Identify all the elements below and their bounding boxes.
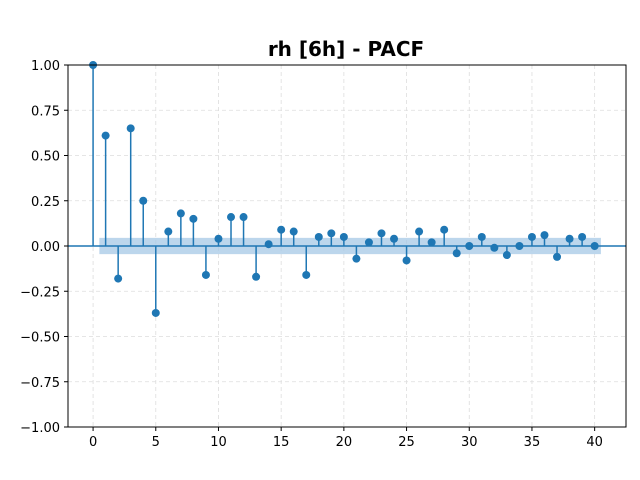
stem-marker: [515, 242, 524, 250]
stem-marker: [452, 249, 461, 258]
stem-marker: [415, 227, 424, 236]
x-tick-label: 20: [336, 435, 353, 450]
x-tick-label: 10: [210, 435, 227, 450]
stem-marker: [352, 254, 361, 263]
stem-marker: [151, 308, 160, 317]
stem-marker: [239, 213, 248, 222]
y-tick-label: −0.75: [20, 376, 60, 391]
y-tick-label: 0.00: [31, 240, 60, 255]
y-tick-label: −0.25: [20, 285, 60, 300]
stem-marker: [314, 232, 323, 241]
x-axis: 0 5 10 15 20 25 30 35 40: [89, 427, 603, 450]
stem-marker: [289, 227, 298, 236]
stem-marker: [126, 124, 135, 133]
stem-marker: [427, 238, 436, 247]
stem-marker: [390, 234, 399, 243]
x-tick-label: 30: [461, 435, 478, 450]
y-tick-label: −0.50: [20, 331, 60, 346]
stem-marker: [364, 238, 373, 247]
stem-marker: [465, 242, 474, 250]
stem-marker: [101, 131, 110, 140]
stem-marker: [164, 227, 173, 236]
stem-marker: [176, 209, 185, 218]
stem-marker: [527, 232, 536, 241]
stem-marker: [377, 229, 386, 238]
y-tick-label: 0.25: [31, 195, 60, 210]
stem-marker: [402, 256, 411, 265]
x-tick-label: 5: [152, 435, 160, 450]
stem-marker: [277, 225, 286, 234]
chart-title: rh [6h] - PACF: [268, 37, 424, 61]
stem-marker: [440, 225, 449, 234]
x-tick-label: 25: [398, 435, 415, 450]
x-tick-label: 35: [524, 435, 541, 450]
stem-marker: [302, 270, 311, 279]
stem-marker: [264, 240, 273, 249]
stem-marker: [578, 232, 587, 241]
stem-marker: [214, 234, 223, 243]
y-tick-label: 0.50: [31, 150, 60, 165]
stem-marker: [590, 242, 599, 250]
stem-marker: [490, 243, 499, 252]
stem-marker: [114, 274, 123, 283]
stem-marker: [565, 234, 574, 243]
stem-marker: [553, 252, 562, 261]
y-tick-label: 1.00: [31, 59, 60, 74]
y-tick-label: 0.75: [31, 104, 60, 119]
stem-marker: [502, 251, 511, 260]
stem-marker: [139, 196, 148, 205]
x-tick-label: 0: [89, 435, 97, 450]
y-tick-label: −1.00: [20, 421, 60, 436]
stem-marker: [189, 214, 198, 223]
x-tick-label: 40: [586, 435, 603, 450]
stem-marker: [227, 213, 236, 222]
y-axis: −1.00 −0.75 −0.50 −0.25 0.00 0.25 0.50 0.75 1.00: [20, 59, 68, 436]
stem-marker: [477, 232, 486, 241]
stem-marker: [252, 272, 261, 281]
x-tick-label: 15: [273, 435, 290, 450]
stem-marker: [339, 232, 348, 241]
stem-marker: [540, 231, 549, 240]
stems: [89, 61, 599, 317]
stem-marker: [201, 270, 210, 279]
stem-marker: [327, 229, 336, 238]
